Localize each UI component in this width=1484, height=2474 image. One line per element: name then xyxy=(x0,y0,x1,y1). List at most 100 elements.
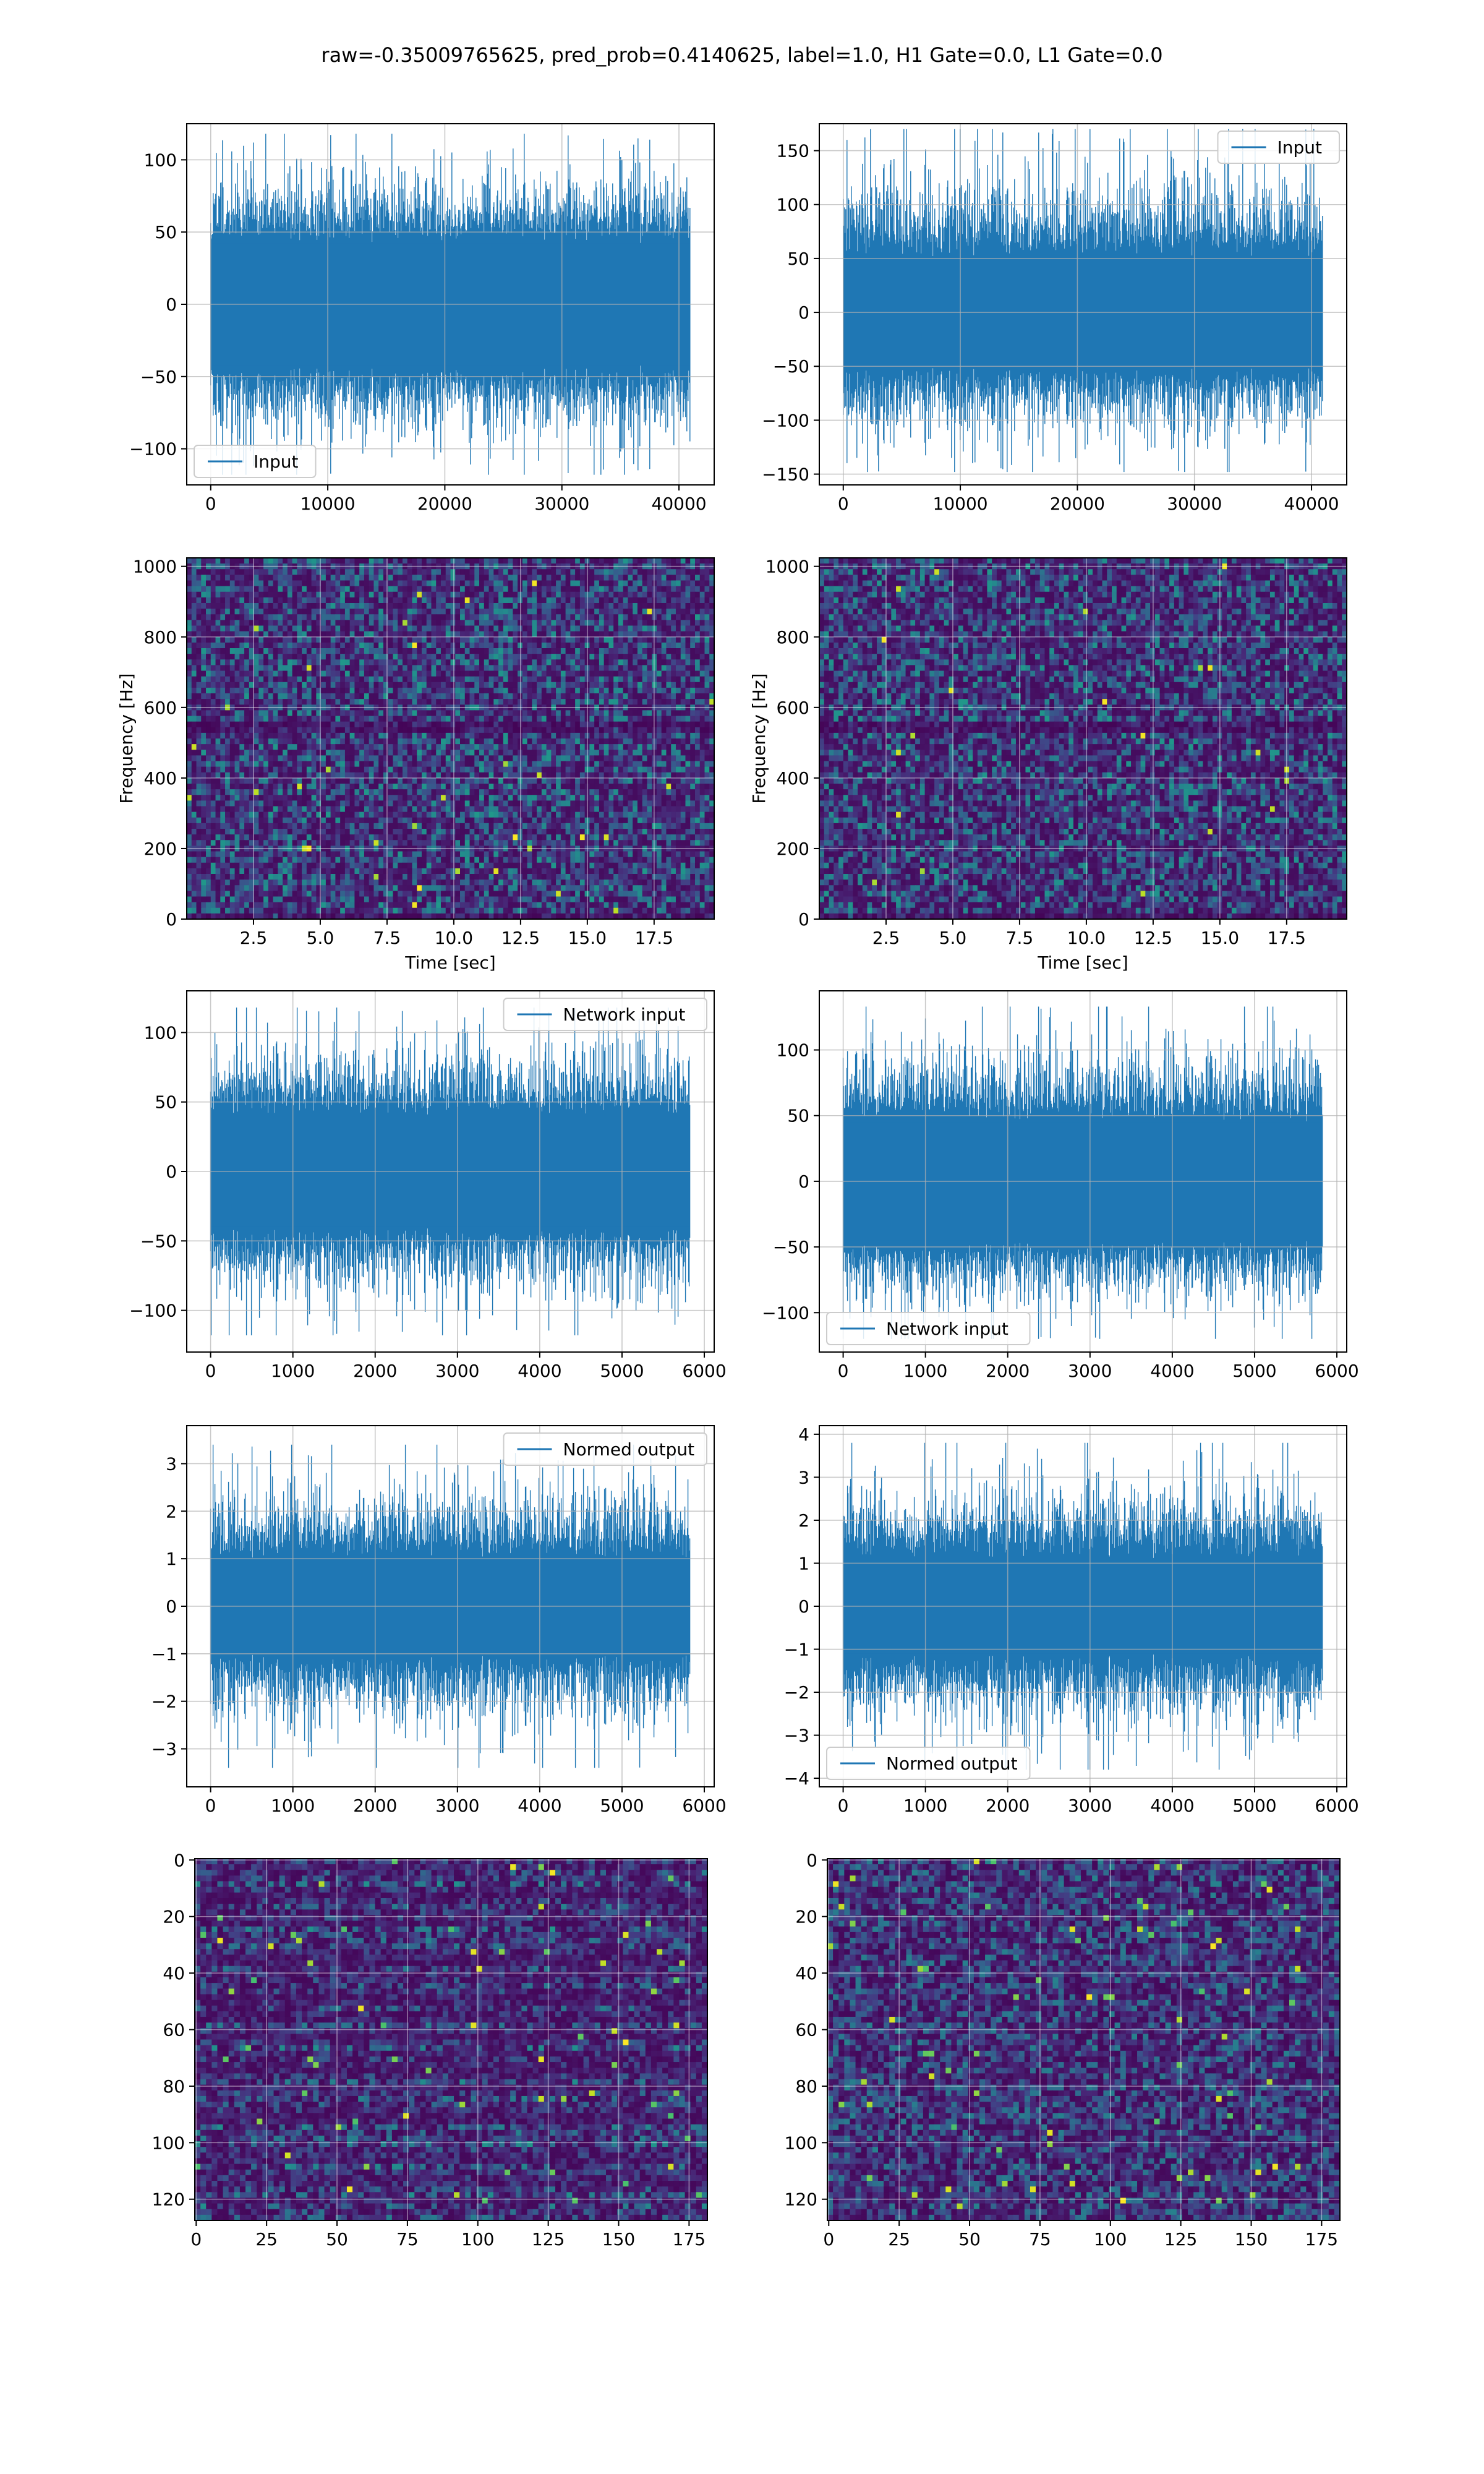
spectrogram-cell xyxy=(364,597,370,604)
spectrogram-cell xyxy=(283,625,288,632)
spectrogram-cell xyxy=(584,659,590,666)
spectrogram-cell xyxy=(378,710,384,717)
spectrogram-cell xyxy=(637,699,643,705)
spectrogram-cell xyxy=(225,784,231,790)
spectrogram-cell xyxy=(618,620,624,627)
spectrogram-cell xyxy=(364,603,370,609)
spectrogram-cell xyxy=(426,620,432,627)
spectrogram-cell xyxy=(263,727,269,734)
spectrogram-cell xyxy=(398,755,403,762)
spectrogram-cell xyxy=(690,670,696,677)
spectrogram-cell xyxy=(378,665,384,672)
spectrogram-cell xyxy=(210,800,216,807)
spectrogram-cell xyxy=(709,738,715,745)
spectrogram-cell xyxy=(206,716,211,722)
spectrogram-cell xyxy=(652,766,657,773)
spectrogram-cell xyxy=(565,591,571,598)
spectrogram-cell xyxy=(402,631,408,638)
spectrogram-cell xyxy=(373,659,379,666)
spectrogram-cell xyxy=(340,603,346,609)
spectrogram-cell xyxy=(637,580,643,587)
spectrogram-cell xyxy=(292,789,297,795)
spectrogram-cell xyxy=(637,625,643,632)
spectrogram-cell xyxy=(608,732,614,739)
spectrogram-cell xyxy=(311,575,317,581)
spectrogram-cell xyxy=(325,789,331,795)
spectrogram-cell xyxy=(354,682,360,688)
spectrogram-cell xyxy=(633,727,638,734)
spectrogram-cell xyxy=(575,710,581,717)
spectrogram-cell xyxy=(220,687,226,694)
spectrogram-cell xyxy=(249,575,255,581)
spectrogram-cell xyxy=(239,591,245,598)
spectrogram-cell xyxy=(321,648,326,654)
spectrogram-cell xyxy=(565,699,571,705)
spectrogram-cell xyxy=(493,625,499,632)
spectrogram-cell xyxy=(532,659,537,666)
spectrogram-cell xyxy=(283,738,288,745)
spectrogram-cell xyxy=(455,777,461,784)
spectrogram-cell xyxy=(436,727,441,734)
spectrogram-cell xyxy=(244,659,250,666)
spectrogram-cell xyxy=(565,761,571,768)
spectrogram-cell xyxy=(239,563,245,570)
spectrogram-cell xyxy=(268,670,274,677)
spectrogram-cell xyxy=(210,772,216,779)
spectrogram-cell xyxy=(628,710,633,717)
spectrogram-cell xyxy=(330,766,336,773)
spectrogram-cell xyxy=(623,563,629,570)
spectrogram-cell xyxy=(551,659,556,666)
spectrogram-cell xyxy=(383,710,389,717)
spectrogram-cell xyxy=(229,772,236,779)
spectrogram-cell xyxy=(364,777,370,784)
spectrogram-cell xyxy=(191,704,197,711)
spectrogram-cell xyxy=(225,676,231,683)
spectrogram-cell xyxy=(474,659,480,666)
spectrogram-cell xyxy=(225,727,231,734)
spectrogram-cell xyxy=(661,575,667,581)
spectrogram-cell xyxy=(196,766,202,773)
spectrogram-cell xyxy=(340,766,346,773)
spectrogram-cell xyxy=(287,665,293,672)
spectrogram-cell xyxy=(426,575,432,581)
spectrogram-cell xyxy=(273,766,278,773)
spectrogram-cell xyxy=(608,699,614,705)
spectrogram-cell xyxy=(268,784,274,790)
spectrogram-cell xyxy=(287,620,293,627)
spectrogram-cell xyxy=(488,597,494,604)
spectrogram-cell xyxy=(316,777,322,784)
spectrogram-cell xyxy=(302,580,307,587)
spectrogram-cell xyxy=(584,784,590,790)
spectrogram-cell xyxy=(532,772,537,779)
spectrogram-cell xyxy=(440,761,446,768)
spectrogram-cell xyxy=(575,721,581,728)
spectrogram-cell xyxy=(522,716,528,722)
spectrogram-cell xyxy=(417,682,422,688)
spectrogram-cell xyxy=(388,648,394,654)
spectrogram-cell xyxy=(431,636,437,643)
spectrogram-cell xyxy=(369,665,375,672)
spectrogram-cell xyxy=(647,586,652,593)
spectrogram-cell xyxy=(599,682,605,688)
spectrogram-cell xyxy=(560,591,566,598)
spectrogram-cell xyxy=(378,777,384,784)
spectrogram-cell xyxy=(690,642,696,649)
spectrogram-cell xyxy=(709,727,715,734)
spectrogram-cell xyxy=(532,744,537,750)
spectrogram-cell xyxy=(349,659,355,666)
spectrogram-cell xyxy=(522,800,528,807)
spectrogram-cell xyxy=(694,755,701,762)
spectrogram-cell xyxy=(656,636,662,643)
spectrogram-cell xyxy=(229,575,236,581)
spectrogram-cell xyxy=(287,766,293,773)
spectrogram-cell xyxy=(201,744,207,750)
spectrogram-cell xyxy=(551,772,556,779)
spectrogram-cell xyxy=(268,625,274,632)
spectrogram-cell xyxy=(675,784,681,790)
spectrogram-cell xyxy=(618,609,624,615)
spectrogram-cell xyxy=(537,744,542,750)
spectrogram-cell xyxy=(469,648,475,654)
spectrogram-cell xyxy=(532,716,537,722)
spectrogram-cell xyxy=(613,609,619,615)
spectrogram-cell xyxy=(546,636,552,643)
